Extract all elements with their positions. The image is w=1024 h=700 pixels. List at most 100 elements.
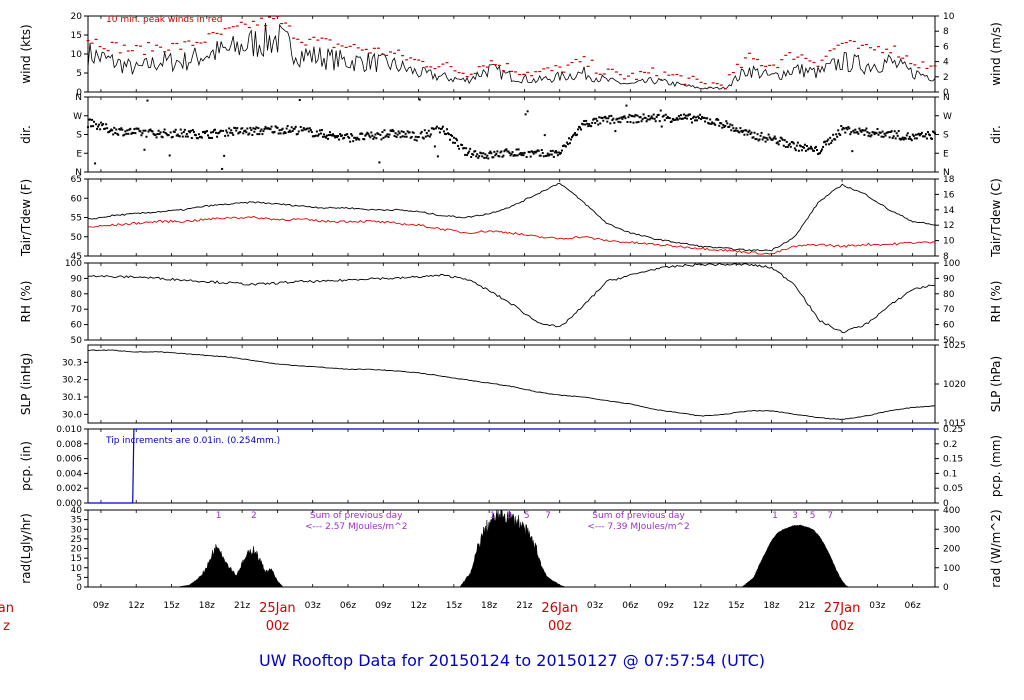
direction-point bbox=[605, 117, 608, 120]
direction-point bbox=[798, 144, 801, 147]
direction-point bbox=[405, 135, 408, 138]
direction-point bbox=[715, 118, 718, 121]
panel-direction: dir. dir.N NE ES SW WN N bbox=[19, 93, 1003, 178]
direction-point bbox=[206, 134, 209, 137]
direction-point bbox=[223, 154, 226, 157]
direction-point bbox=[180, 132, 183, 135]
direction-point bbox=[636, 114, 639, 117]
direction-point bbox=[785, 140, 788, 143]
direction-point bbox=[583, 120, 586, 123]
direction-point bbox=[473, 150, 476, 153]
direction-point bbox=[156, 133, 159, 136]
y-tick-label: 30.1 bbox=[62, 393, 82, 403]
direction-point bbox=[825, 143, 828, 146]
direction-point bbox=[513, 153, 516, 156]
direction-point bbox=[568, 142, 571, 145]
direction-point bbox=[201, 131, 204, 134]
y-tick-label-right: 10 bbox=[943, 12, 955, 22]
direction-point bbox=[828, 143, 831, 146]
direction-point bbox=[461, 144, 464, 147]
direction-point bbox=[850, 131, 853, 134]
direction-point bbox=[402, 131, 405, 134]
direction-point bbox=[572, 134, 575, 137]
direction-point bbox=[110, 128, 113, 131]
direction-point bbox=[280, 128, 283, 131]
direction-point bbox=[547, 154, 550, 157]
direction-point bbox=[128, 128, 131, 131]
direction-point bbox=[703, 116, 706, 119]
direction-point bbox=[259, 130, 262, 133]
direction-point bbox=[213, 129, 216, 132]
direction-point bbox=[543, 134, 546, 137]
direction-point bbox=[560, 149, 563, 152]
direction-point bbox=[167, 134, 170, 137]
direction-point bbox=[714, 123, 717, 126]
direction-point bbox=[854, 128, 857, 131]
direction-point bbox=[557, 151, 560, 154]
radiation-hour-mark: 3 bbox=[792, 511, 798, 521]
direction-point bbox=[653, 117, 656, 120]
direction-point bbox=[623, 115, 626, 118]
direction-point bbox=[99, 128, 102, 131]
direction-point bbox=[261, 133, 264, 136]
radiation-ylabel-right: rad (W/m^2) bbox=[989, 509, 1003, 587]
radiation-hour-mark: 3 bbox=[506, 511, 512, 521]
direction-point bbox=[586, 122, 589, 125]
direction-point bbox=[136, 127, 139, 130]
direction-point bbox=[161, 136, 164, 139]
direction-point bbox=[548, 153, 551, 156]
direction-point bbox=[146, 99, 149, 102]
direction-point bbox=[96, 127, 99, 130]
direction-point bbox=[89, 118, 92, 121]
direction-point bbox=[648, 118, 651, 121]
radiation-hour-mark: 7 bbox=[545, 511, 551, 521]
direction-point bbox=[307, 130, 310, 133]
direction-point bbox=[663, 119, 666, 122]
direction-point bbox=[608, 115, 611, 118]
direction-point bbox=[686, 114, 689, 117]
direction-point bbox=[240, 127, 243, 130]
direction-point bbox=[594, 122, 597, 125]
direction-point bbox=[625, 104, 628, 107]
direction-point bbox=[361, 132, 364, 135]
direction-point bbox=[109, 129, 112, 132]
direction-point bbox=[580, 128, 583, 131]
direction-point bbox=[780, 137, 783, 140]
direction-point bbox=[665, 117, 668, 120]
direction-point bbox=[423, 129, 426, 132]
direction-point bbox=[428, 135, 431, 138]
y-tick-label: 25 bbox=[71, 535, 82, 545]
direction-point bbox=[386, 133, 389, 136]
direction-point bbox=[450, 134, 452, 137]
panel-temperature: Tair/Tdew (F) Tair/Tdew (C) 45 50 55 60 65 8 10 1… bbox=[19, 175, 1003, 262]
direction-point bbox=[656, 114, 659, 117]
direction-point bbox=[553, 151, 556, 154]
direction-point bbox=[322, 133, 325, 136]
direction-point bbox=[415, 139, 418, 142]
direction-point bbox=[708, 122, 711, 125]
direction-point bbox=[352, 140, 355, 143]
y-tick-label-right: W bbox=[943, 112, 952, 122]
direction-point bbox=[635, 121, 638, 124]
direction-point bbox=[541, 151, 544, 154]
direction-point bbox=[832, 133, 835, 136]
direction-point bbox=[248, 132, 251, 135]
direction-point bbox=[875, 132, 878, 135]
y-tick-label: 0.004 bbox=[56, 469, 82, 479]
direction-point bbox=[455, 137, 458, 140]
direction-point bbox=[116, 132, 119, 135]
direction-point bbox=[153, 133, 156, 136]
direction-point bbox=[811, 149, 814, 152]
y-tick-label: 10 bbox=[71, 564, 83, 574]
direction-point bbox=[749, 133, 752, 136]
direction-point bbox=[191, 129, 194, 132]
y-tick-label: 90 bbox=[71, 274, 83, 284]
direction-point bbox=[804, 149, 807, 152]
direction-point bbox=[512, 154, 515, 157]
y-tick-label: 30.2 bbox=[62, 376, 82, 386]
precipitation-ylabel-right: pcp. (mm) bbox=[989, 435, 1003, 497]
direction-point bbox=[147, 130, 150, 133]
direction-point bbox=[773, 135, 776, 138]
panel-precipitation: pcp. (in) pcp. (mm) 0.000 0.002 0.004 0.006 0.… bbox=[19, 425, 1003, 509]
direction-point bbox=[159, 131, 162, 134]
